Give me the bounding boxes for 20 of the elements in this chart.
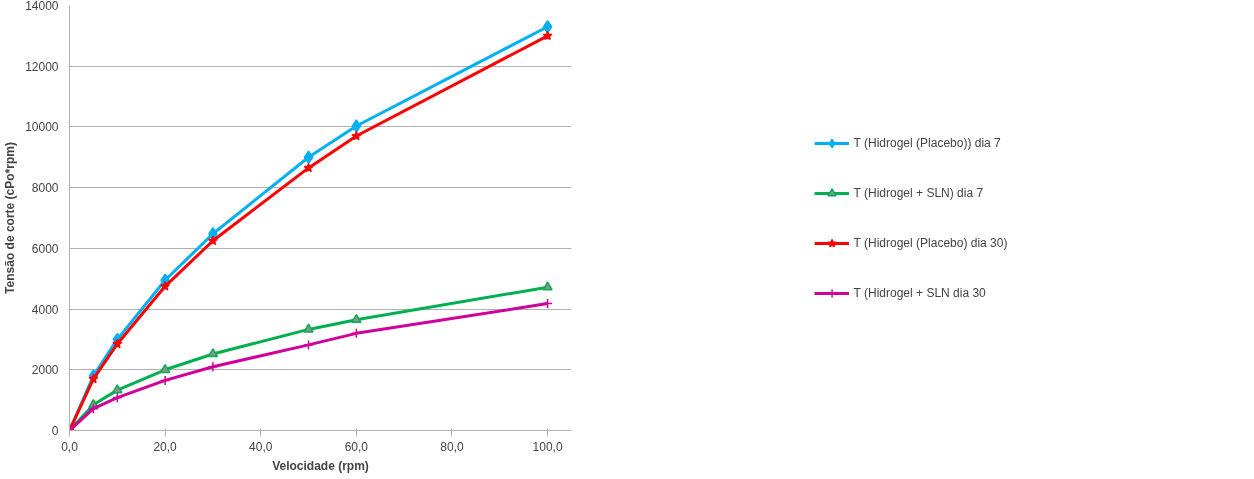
legend-label: T (Hidrogel + SLN dia 30 [853, 285, 986, 300]
legend-label: T (Hidrogel (Placebo) dia 30) [853, 235, 1008, 250]
x-axis-title: Velocidade (rpm) [272, 458, 369, 473]
y-axis-title: Tensão de corte (cPo*rpm) [3, 142, 18, 294]
legend-label: T (Hidrogel + SLN) dia 7 [853, 185, 984, 200]
y-tick-label: 8000 [31, 181, 59, 196]
x-tick-label: 0,0 [61, 439, 79, 454]
x-tick-label: 80,0 [440, 439, 464, 454]
x-tick-label: 100,0 [532, 439, 563, 454]
legend-label: T (Hidrogel (Placebo)) dia 7 [853, 135, 1001, 150]
y-tick-label: 10000 [25, 120, 59, 135]
y-tick-label: 4000 [31, 302, 59, 317]
x-tick-label: 20,0 [153, 439, 178, 454]
y-tick-label: 2000 [31, 363, 59, 378]
x-tick-label: 40,0 [249, 439, 273, 454]
y-tick-label: 12000 [25, 59, 59, 74]
y-tick-label: 0 [51, 424, 59, 438]
y-tick-label: 6000 [31, 241, 59, 256]
y-tick-label: 14000 [25, 0, 59, 13]
x-tick-label: 60,0 [344, 439, 369, 454]
